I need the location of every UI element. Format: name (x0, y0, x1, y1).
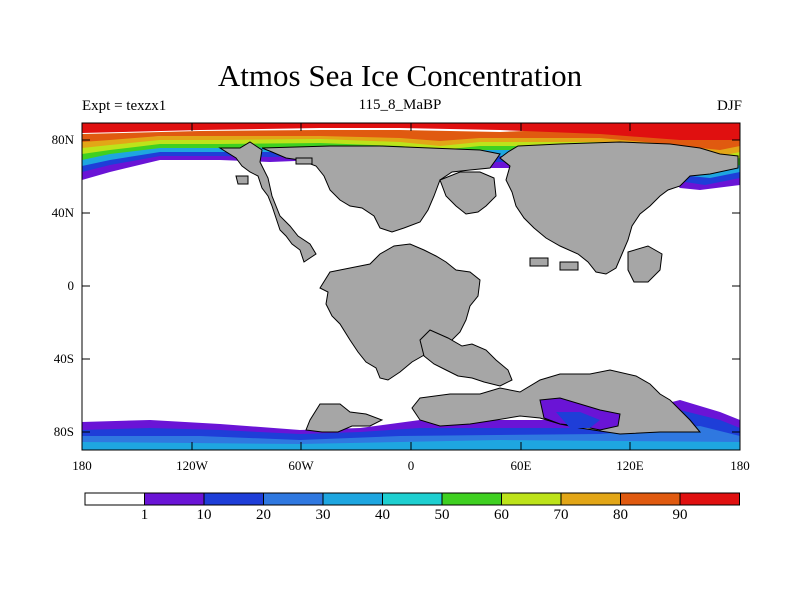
colorbar-box (382, 492, 443, 506)
colorbar (84, 492, 740, 506)
colorbar-box (560, 492, 621, 506)
colorbar-box (441, 492, 502, 506)
colorbar-label: 10 (196, 507, 212, 523)
colorbar-box (263, 492, 324, 506)
lat-ticks (82, 139, 740, 433)
lon-label-0: 0 (407, 458, 415, 473)
colorbar-label: 70 (553, 507, 569, 523)
colorbar-box (144, 492, 205, 506)
lat-label-equator: 0 (67, 278, 75, 293)
africa-landmass (439, 171, 497, 215)
plot-title: Atmos Sea Ice Concentration (217, 58, 583, 93)
colorbar-label: 1 (140, 507, 149, 523)
colorbar-box (203, 492, 264, 506)
colorbar-box (84, 492, 145, 506)
colorbar-label: 20 (256, 507, 271, 523)
greenland-europe-landmass (261, 145, 501, 233)
colorbar-box (679, 492, 740, 506)
antarctic-peninsula-landmass (305, 403, 384, 433)
lon-label-60w: 60W (288, 458, 314, 473)
north-america-landmass (218, 141, 317, 263)
lon-label-60e: 60E (510, 458, 532, 473)
season-label: DJF (716, 98, 742, 114)
antarctic-inner-ice (539, 397, 621, 431)
lon-label-180e: 180 (730, 458, 750, 473)
colorbar-box (322, 492, 383, 506)
colorbar-label: 90 (672, 507, 688, 523)
india-landmass (627, 245, 663, 283)
colorbar-label: 40 (375, 507, 390, 523)
lon-label-120w: 120W (176, 458, 208, 473)
case-label: 115_8_MaBP (358, 97, 442, 113)
colorbar-label: 50 (434, 507, 450, 523)
mid-asia-landmass (419, 329, 513, 387)
lat-label-80n: 80N (51, 132, 74, 147)
antarctic-sea-ice (82, 400, 740, 450)
lat-label-40n: 40N (51, 205, 74, 220)
asia-landmass (499, 141, 739, 275)
colorbar-label: 60 (494, 507, 509, 523)
lon-ticks (191, 123, 631, 450)
lat-label-80s: 80S (53, 424, 74, 439)
lon-label-180w: 180 (72, 458, 92, 473)
lon-label-120e: 120E (616, 458, 644, 473)
colorbar-label: 80 (613, 507, 628, 523)
colorbar-box (501, 492, 562, 506)
colorbar-box (620, 492, 681, 506)
land-masses (218, 141, 739, 435)
experiment-label: Expt = texzx1 (82, 98, 167, 114)
colorbar-label: 30 (315, 507, 331, 523)
lat-label-40s: 40S (53, 351, 74, 366)
